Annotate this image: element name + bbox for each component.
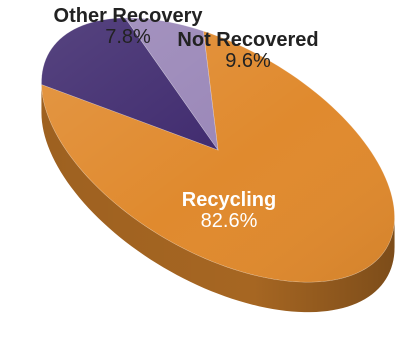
other-recovery-label: Other Recovery 7.8%: [40, 6, 216, 47]
recycling-value: 82.6%: [200, 210, 258, 232]
not-recovered-label: Not Recovered 9.6%: [172, 30, 324, 71]
not-recovered-name: Not Recovered: [177, 29, 319, 51]
pie-top-highlight: [41, 17, 395, 283]
other-recovery-value: 7.8%: [105, 26, 151, 48]
recycling-label: Recycling 82.6%: [159, 190, 299, 231]
not-recovered-value: 9.6%: [225, 50, 271, 72]
other-recovery-name: Other Recovery: [53, 5, 203, 27]
recycling-name: Recycling: [181, 189, 277, 211]
pie-side-shading: [41, 82, 395, 313]
